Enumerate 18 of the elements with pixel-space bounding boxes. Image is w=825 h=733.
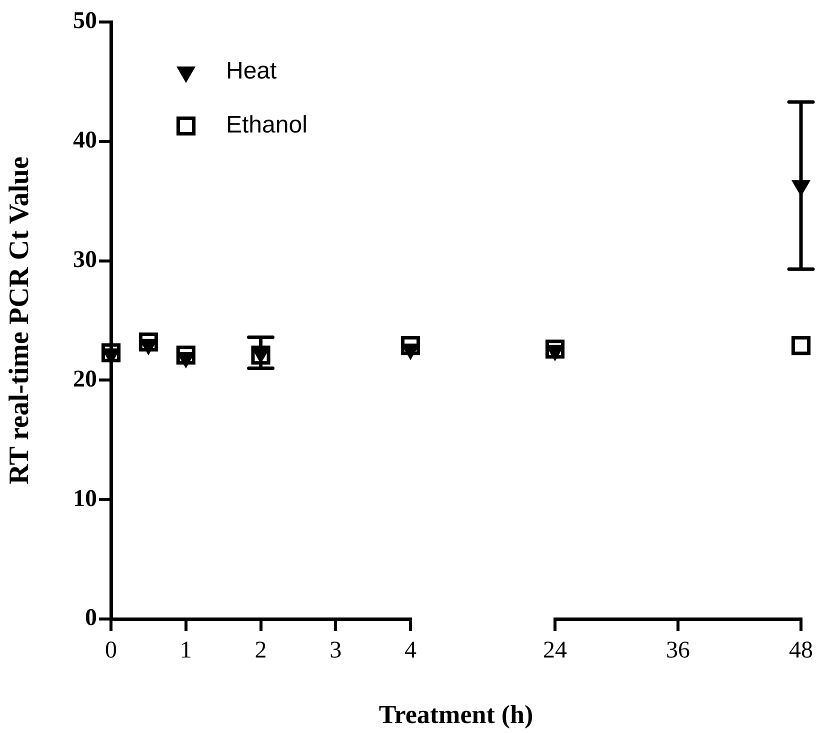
x-tick-label: 4 xyxy=(404,638,416,664)
y-axis-title: RT real-time PCR Ct Value xyxy=(4,156,36,484)
y-tick-label: 0 xyxy=(85,605,97,632)
x-tick-label: 2 xyxy=(254,638,267,664)
x-axis-title: Treatment (h) xyxy=(378,700,534,730)
y-tick-label: 40 xyxy=(73,128,97,154)
y-tick-label: 10 xyxy=(73,486,97,512)
y-tick-label: 50 xyxy=(73,8,97,34)
x-tick-label: 48 xyxy=(789,638,813,664)
y-tick-label: 30 xyxy=(73,247,97,274)
y-tick-label: 20 xyxy=(73,366,97,392)
legend-label: Heat xyxy=(226,58,278,85)
x-tick-label: 1 xyxy=(180,638,192,664)
x-tick-label: 0 xyxy=(105,638,117,664)
x-tick-label: 36 xyxy=(666,638,690,664)
x-tick-label: 24 xyxy=(543,638,567,664)
x-tick-label: 3 xyxy=(330,638,342,664)
legend-label: Ethanol xyxy=(226,112,308,139)
